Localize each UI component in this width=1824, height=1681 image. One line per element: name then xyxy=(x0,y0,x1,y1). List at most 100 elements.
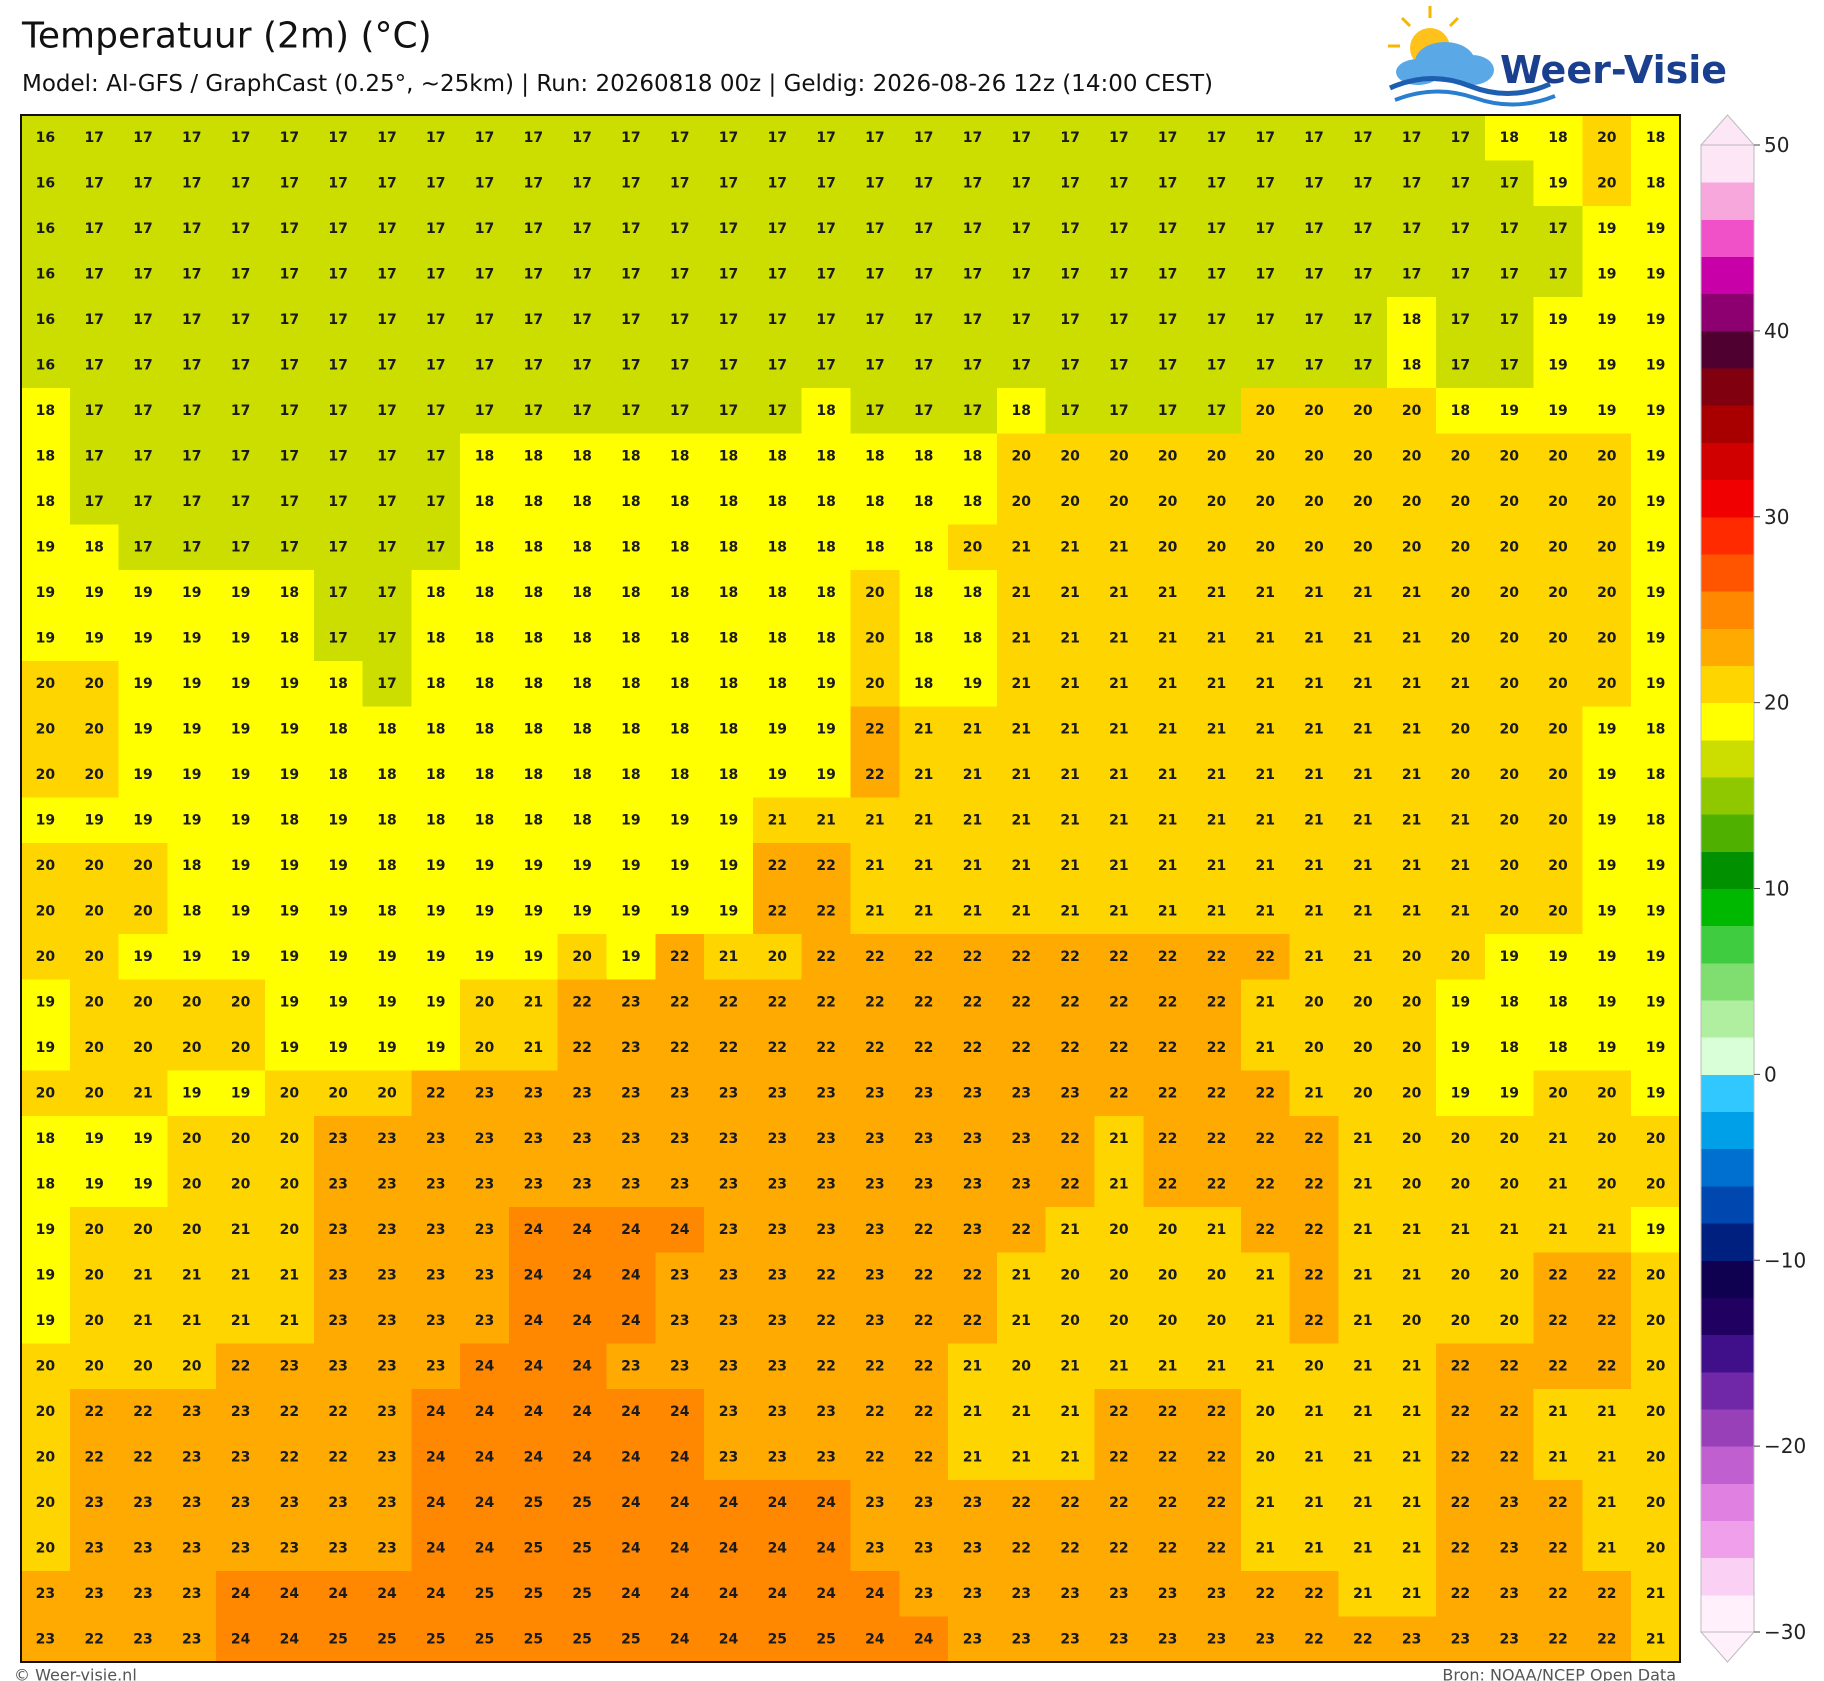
temperature-label: 20 xyxy=(1499,630,1519,646)
temperature-label: 20 xyxy=(1548,858,1568,874)
temperature-label: 22 xyxy=(426,1085,445,1101)
temperature-cell xyxy=(1533,888,1584,935)
temperature-cell xyxy=(850,1389,900,1436)
temperature-cell xyxy=(752,524,803,571)
temperature-label: 22 xyxy=(1548,1586,1567,1602)
temperature-label: 17 xyxy=(719,266,738,282)
temperature-cell xyxy=(21,1025,71,1072)
temperature-label: 24 xyxy=(475,1540,495,1556)
temperature-label: 22 xyxy=(963,1313,982,1329)
temperature-label: 21 xyxy=(1060,858,1079,874)
temperature-label: 18 xyxy=(1646,175,1665,191)
temperature-cell xyxy=(216,206,266,253)
temperature-cell xyxy=(899,1070,949,1117)
temperature-label: 23 xyxy=(670,1267,689,1283)
temperature-cell xyxy=(752,1116,803,1163)
colorbar-tick-label: 40 xyxy=(1764,319,1789,343)
temperature-cell xyxy=(167,1571,217,1618)
temperature-label: 17 xyxy=(231,403,250,419)
temperature-cell xyxy=(1387,1616,1437,1663)
temperature-cell xyxy=(1387,979,1437,1026)
temperature-label: 19 xyxy=(426,949,445,965)
temperature-cell xyxy=(996,297,1047,344)
temperature-cell xyxy=(1338,1571,1388,1618)
temperature-cell xyxy=(1240,661,1291,708)
temperature-label: 21 xyxy=(1060,676,1079,692)
colorbar-segment xyxy=(1701,925,1754,964)
temperature-cell xyxy=(508,979,559,1026)
temperature-cell xyxy=(69,1571,120,1618)
temperature-label: 21 xyxy=(1207,812,1226,828)
temperature-cell xyxy=(704,934,754,981)
temperature-cell xyxy=(264,115,315,162)
temperature-label: 19 xyxy=(133,812,152,828)
temperature-label: 21 xyxy=(1304,1404,1323,1420)
temperature-cell xyxy=(655,1389,705,1436)
temperature-cell xyxy=(1289,1025,1340,1072)
temperature-cell xyxy=(1387,1252,1437,1299)
temperature-cell xyxy=(313,342,364,389)
temperature-cell xyxy=(704,888,754,935)
temperature-cell xyxy=(1484,1525,1535,1572)
temperature-label: 17 xyxy=(1256,357,1275,373)
temperature-label: 21 xyxy=(1109,858,1128,874)
temperature-cell xyxy=(1192,888,1242,935)
temperature-cell xyxy=(1192,433,1242,480)
temperature-cell xyxy=(1143,524,1193,571)
temperature-cell xyxy=(1484,524,1535,571)
temperature-label: 20 xyxy=(1012,448,1032,464)
temperature-cell xyxy=(1094,752,1144,799)
temperature-cell xyxy=(606,615,656,662)
temperature-label: 24 xyxy=(816,1586,836,1602)
temperature-cell xyxy=(1436,388,1486,435)
temperature-cell xyxy=(996,1343,1047,1390)
temperature-label: 22 xyxy=(1060,949,1079,965)
temperature-cell xyxy=(1192,979,1242,1026)
temperature-label: 18 xyxy=(914,585,933,601)
temperature-cell xyxy=(1143,1434,1193,1481)
temperature-label: 17 xyxy=(328,448,347,464)
temperature-label: 22 xyxy=(1207,1449,1226,1465)
temperature-cell xyxy=(313,524,364,571)
colorbar-segment xyxy=(1701,1297,1754,1336)
temperature-cell xyxy=(557,1116,608,1163)
temperature-cell xyxy=(801,388,852,435)
temperature-label: 17 xyxy=(1548,266,1567,282)
temperature-cell xyxy=(752,1207,803,1254)
temperature-label: 23 xyxy=(768,1222,787,1238)
temperature-label: 18 xyxy=(524,585,543,601)
temperature-cell xyxy=(411,888,461,935)
temperature-label: 18 xyxy=(768,676,787,692)
temperature-cell xyxy=(264,1525,315,1572)
temperature-label: 17 xyxy=(1353,175,1372,191)
temperature-label: 20 xyxy=(84,1313,104,1329)
temperature-label: 21 xyxy=(1207,1358,1226,1374)
temperature-label: 18 xyxy=(719,585,738,601)
temperature-cell xyxy=(996,388,1047,435)
temperature-cell xyxy=(1631,524,1681,571)
temperature-label: 23 xyxy=(1012,1631,1031,1647)
temperature-cell xyxy=(948,934,998,981)
temperature-label: 22 xyxy=(1548,1495,1567,1511)
temperature-cell xyxy=(118,797,168,844)
temperature-label: 17 xyxy=(719,312,738,328)
temperature-cell xyxy=(118,934,168,981)
temperature-label: 21 xyxy=(1109,630,1128,646)
temperature-cell xyxy=(850,661,900,708)
temperature-cell xyxy=(899,797,949,844)
temperature-label: 17 xyxy=(1109,312,1128,328)
temperature-cell xyxy=(1533,797,1584,844)
temperature-cell xyxy=(313,1116,364,1163)
temperature-cell xyxy=(1094,1343,1144,1390)
temperature-label: 18 xyxy=(524,721,543,737)
temperature-cell xyxy=(1533,843,1584,890)
temperature-label: 21 xyxy=(963,1449,982,1465)
temperature-label: 21 xyxy=(914,721,933,737)
temperature-label: 23 xyxy=(1012,1085,1031,1101)
temperature-cell xyxy=(1582,297,1632,344)
temperature-label: 17 xyxy=(133,539,152,555)
temperature-label: 20 xyxy=(1353,1040,1373,1056)
temperature-label: 20 xyxy=(1256,494,1276,510)
temperature-label: 21 xyxy=(1402,1404,1421,1420)
temperature-cell xyxy=(21,251,71,298)
